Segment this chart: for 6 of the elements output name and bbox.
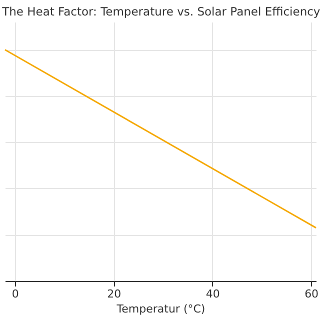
x-tick-label: 0 [12,288,19,300]
x-tick-label: 60 [304,288,319,300]
chart-title: The Heat Factor: Temperature vs. Solar Panel Efficiency [1,4,320,18]
x-axis-title: Temperatur (°C) [116,302,206,316]
x-tick-label: 20 [107,288,122,300]
x-tick-label: 40 [206,288,220,300]
